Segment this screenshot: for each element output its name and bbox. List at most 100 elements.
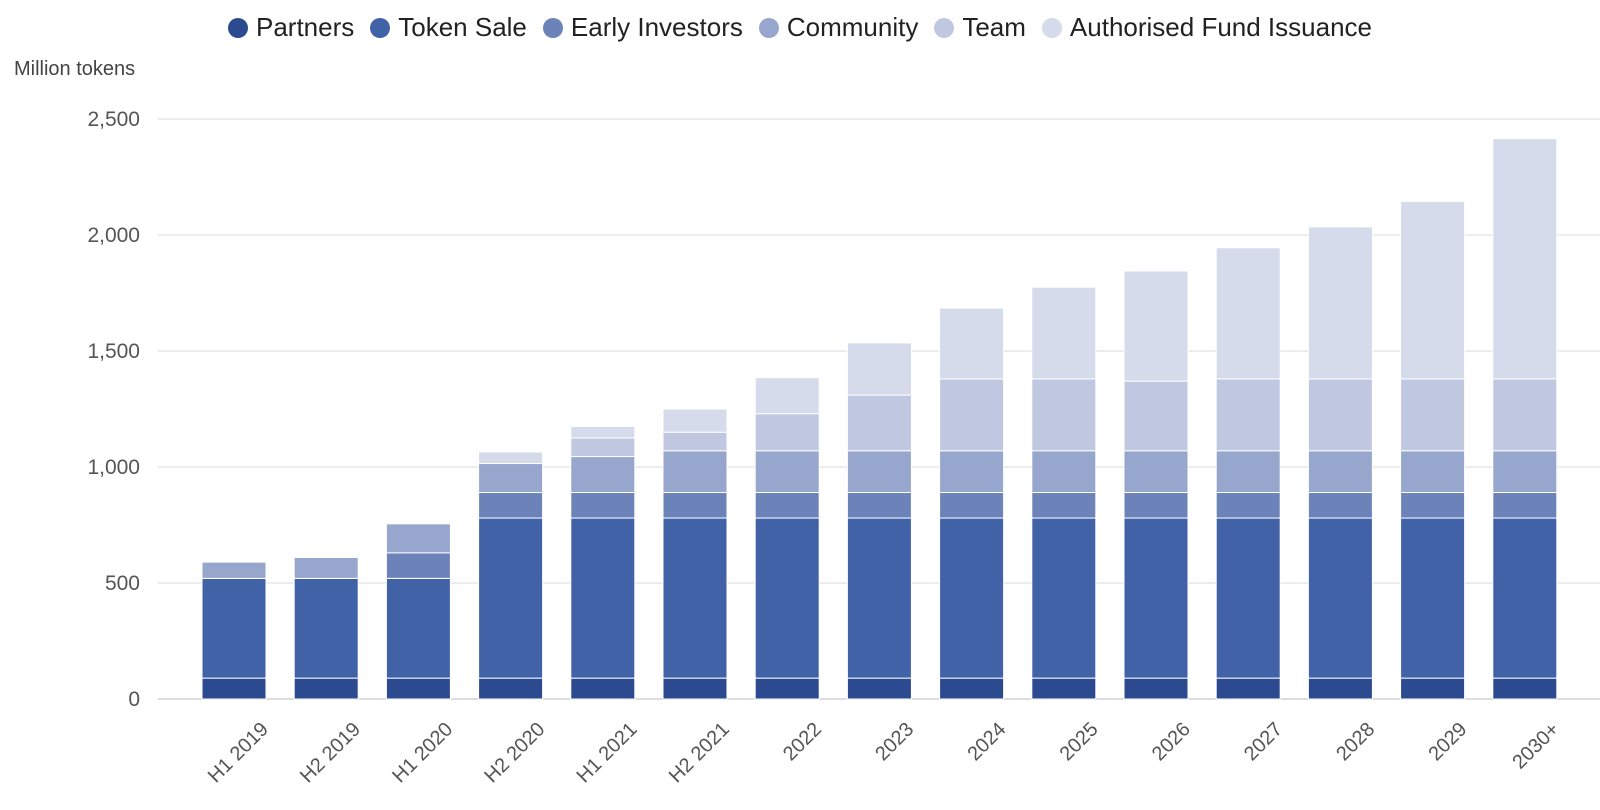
- bar-segment: [846, 342, 912, 396]
- bar-segment: [939, 307, 1005, 380]
- bar-segment: [1492, 677, 1558, 700]
- bar-segment: [201, 577, 267, 679]
- bar-segment: [1492, 517, 1558, 679]
- legend-label: Community: [786, 12, 919, 42]
- bar-segment: [1307, 450, 1373, 494]
- bar-segment: [1492, 138, 1558, 380]
- bar-segment: [1123, 450, 1189, 494]
- bar-segment: [939, 677, 1005, 700]
- bar-segment: [1215, 450, 1281, 494]
- bar-segment: [570, 456, 636, 494]
- bar-segment: [662, 431, 728, 452]
- legend-item[interactable]: Token Sale: [370, 12, 527, 43]
- bar-segment: [1307, 492, 1373, 519]
- legend-label: Partners: [255, 12, 355, 42]
- bar-segment: [754, 377, 820, 415]
- legend-label: Authorised Fund Issuance: [1069, 12, 1372, 42]
- legend-swatch: [1041, 17, 1062, 38]
- bar-segment: [939, 450, 1005, 494]
- bar-segment: [662, 450, 728, 494]
- bar-segment: [385, 523, 451, 554]
- bar-segment: [1215, 492, 1281, 519]
- bar-segment: [1123, 380, 1189, 452]
- bar-segment: [1400, 517, 1466, 679]
- bar-segment: [662, 517, 728, 679]
- bar-segment: [570, 677, 636, 700]
- legend-item[interactable]: Early Investors: [542, 12, 743, 43]
- bar-segment: [754, 413, 820, 452]
- bar-segment: [1215, 378, 1281, 452]
- bar-segment: [385, 552, 451, 579]
- bar-segment: [754, 450, 820, 494]
- bar-segment: [1031, 378, 1097, 452]
- bar-segment: [846, 677, 912, 700]
- x-tick-label: H1 2020: [388, 718, 457, 787]
- bar-segment: [478, 492, 544, 519]
- x-tick-label: 2026: [1148, 718, 1195, 765]
- y-tick-label: 0: [128, 688, 140, 711]
- bar-segment: [293, 556, 359, 579]
- bar-segment: [1492, 378, 1558, 452]
- bar-segment: [201, 561, 267, 579]
- x-tick-label: H1 2021: [573, 718, 642, 787]
- bar-segment: [846, 450, 912, 494]
- bar-segment: [1215, 517, 1281, 679]
- y-tick-label: 2,000: [87, 224, 140, 247]
- bar-segment: [1123, 517, 1189, 679]
- bar-segment: [846, 492, 912, 519]
- bar-segment: [1400, 677, 1466, 700]
- bar-segment: [1307, 378, 1373, 452]
- bar-segment: [1400, 378, 1466, 452]
- bar-segment: [939, 378, 1005, 452]
- bar-segment: [1307, 677, 1373, 700]
- bar-segment: [1400, 492, 1466, 519]
- chart-legend: Partners Token Sale Early Investors Communi…: [0, 12, 1600, 43]
- bar-segment: [1215, 247, 1281, 380]
- bar-segment: [1492, 492, 1558, 519]
- bar-segment: [1123, 270, 1189, 382]
- x-tick-label: 2024: [963, 718, 1010, 765]
- bar-segment: [293, 677, 359, 700]
- bar-segment: [293, 577, 359, 679]
- x-tick-label: H2 2019: [296, 718, 365, 787]
- bar-segment: [1400, 450, 1466, 494]
- x-tick-label: H2 2020: [480, 718, 549, 787]
- x-tick-label: 2029: [1424, 718, 1471, 765]
- bar-segment: [1307, 517, 1373, 679]
- bar-segment: [1031, 286, 1097, 380]
- bar-segment: [1215, 677, 1281, 700]
- x-tick-label: 2028: [1332, 718, 1379, 765]
- legend-item[interactable]: Authorised Fund Issuance: [1041, 12, 1372, 43]
- legend-swatch: [227, 17, 248, 38]
- legend-swatch: [758, 17, 779, 38]
- x-tick-label: 2027: [1240, 718, 1287, 765]
- bar-segment: [1123, 492, 1189, 519]
- y-tick-label: 1,500: [87, 340, 140, 363]
- legend-item[interactable]: Community: [758, 12, 919, 43]
- bar-segment: [754, 677, 820, 700]
- legend-item[interactable]: Partners: [227, 12, 355, 43]
- y-axis-title: Million tokens: [14, 58, 136, 80]
- bar-segment: [662, 677, 728, 700]
- bar-segment: [385, 677, 451, 700]
- bar-segment: [570, 437, 636, 458]
- bar-segment: [846, 517, 912, 679]
- bar-segment: [478, 677, 544, 700]
- bar-segment: [662, 408, 728, 433]
- bar-segment: [570, 425, 636, 439]
- legend-swatch: [934, 17, 955, 38]
- x-tick-label: 2023: [871, 718, 918, 765]
- legend-swatch: [370, 17, 391, 38]
- bar-segment: [1031, 517, 1097, 679]
- legend-label: Token Sale: [398, 12, 527, 42]
- x-tick-label: H2 2021: [665, 718, 734, 787]
- bar-segment: [1307, 226, 1373, 380]
- bar-segment: [846, 394, 912, 452]
- bar-segment: [754, 492, 820, 519]
- bar-segment: [1400, 200, 1466, 380]
- y-tick-label: 500: [105, 572, 140, 595]
- bar-segment: [478, 463, 544, 494]
- legend-item[interactable]: Team: [934, 12, 1026, 43]
- bar-segment: [754, 517, 820, 679]
- x-tick-label: 2030+: [1508, 718, 1563, 773]
